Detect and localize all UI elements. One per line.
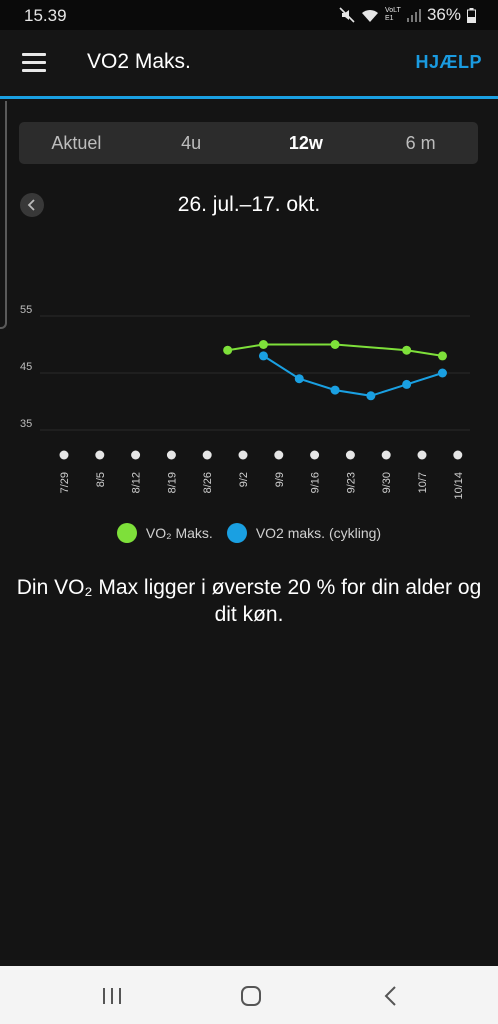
status-icons: VoLTE1 36% — [339, 5, 476, 25]
hamburger-menu-icon[interactable] — [22, 53, 46, 73]
data-point — [223, 345, 233, 355]
data-point — [437, 368, 447, 378]
chart-legend: VO₂ Maks. VO2 maks. (cykling) — [0, 523, 498, 543]
side-drawer-handle[interactable] — [0, 101, 7, 329]
x-axis-marker — [131, 450, 141, 460]
battery-percent: 36% — [426, 5, 461, 24]
network-label: VoLTE1 — [384, 7, 401, 22]
status-time: 15.39 — [24, 6, 67, 25]
data-point — [330, 385, 340, 395]
date-range: 26. jul.–17. okt. — [177, 193, 321, 216]
back-icon[interactable] — [378, 983, 404, 1009]
data-point — [330, 340, 340, 349]
recent-apps-icon[interactable] — [99, 983, 125, 1009]
x-axis-marker — [345, 450, 355, 460]
system-nav-bar — [0, 966, 498, 1024]
x-tick-label: 8/26 — [202, 472, 214, 493]
legend-label-vo2: VO₂ Maks. — [145, 525, 213, 541]
x-tick-label: 9/23 — [345, 472, 357, 493]
period-tabs: Aktuel 4u 12w 6 m — [19, 122, 478, 164]
x-axis-marker — [453, 450, 463, 460]
x-axis-marker — [274, 450, 284, 460]
series-line-1 — [262, 355, 443, 397]
x-axis-marker — [310, 450, 320, 460]
chevron-left-icon — [27, 199, 35, 211]
signal-icon — [406, 9, 421, 22]
mute-icon — [339, 7, 355, 23]
y-tick-label: 55 — [20, 304, 32, 316]
x-tick-label: 9/9 — [274, 472, 286, 487]
x-axis-marker — [381, 450, 391, 460]
x-tick-label: 8/19 — [166, 472, 178, 493]
data-point — [294, 374, 304, 384]
data-point — [402, 345, 412, 355]
x-tick-label: 10/7 — [417, 472, 429, 493]
y-tick-label: 45 — [20, 361, 32, 373]
data-point — [437, 351, 447, 361]
tab-6m[interactable]: 6 m — [405, 133, 436, 153]
x-axis-marker — [59, 450, 69, 460]
page-title: VO2 Maks. — [87, 50, 191, 73]
x-tick-label: 9/2 — [238, 472, 250, 487]
x-tick-label: 7/29 — [59, 472, 71, 493]
x-tick-label: 8/12 — [131, 472, 143, 493]
x-tick-label: 9/30 — [381, 472, 393, 493]
tab-4u[interactable]: 4u — [181, 133, 202, 153]
vo2-summary-message: Din VO₂ Max ligger i øverste 20 % for di… — [16, 576, 482, 626]
legend-item-vo2: VO₂ Maks. — [116, 523, 213, 543]
data-point — [366, 391, 376, 401]
legend-item-cycling: VO2 maks. (cykling) — [226, 523, 382, 543]
previous-period-button[interactable] — [20, 193, 44, 217]
x-axis-marker — [95, 450, 105, 460]
x-tick-label: 10/14 — [453, 472, 465, 500]
legend-dot-vo2 — [116, 523, 137, 543]
x-tick-label: 9/16 — [310, 472, 322, 493]
tab-12w[interactable]: 12w — [288, 133, 323, 153]
legend-dot-cycling — [226, 523, 247, 543]
x-axis-marker — [238, 450, 248, 460]
tab-aktuel[interactable]: Aktuel — [51, 133, 102, 153]
status-bar: 15.39 VoLTE1 36% — [0, 0, 498, 30]
vo2-chart: 35 45 55 7/29 8/5 8/12 8/19 8/26 9/2 9/9 9/16 9/23 9… — [20, 304, 470, 500]
wifi-icon — [361, 9, 378, 22]
battery-icon — [467, 7, 476, 23]
x-axis-marker — [417, 450, 427, 460]
data-point — [402, 379, 412, 389]
x-axis-marker — [202, 450, 212, 460]
legend-label-cycling: VO2 maks. (cykling) — [255, 525, 382, 541]
home-icon[interactable] — [238, 983, 264, 1009]
x-axis-marker — [166, 450, 176, 460]
app-bar: VO2 Maks. HJÆLP — [0, 30, 498, 97]
help-button[interactable]: HJÆLP — [415, 52, 482, 72]
x-tick-label: 8/5 — [95, 472, 107, 487]
data-point — [258, 340, 268, 349]
data-point — [258, 351, 268, 361]
y-tick-label: 35 — [20, 418, 32, 430]
header-accent-line — [0, 96, 498, 99]
